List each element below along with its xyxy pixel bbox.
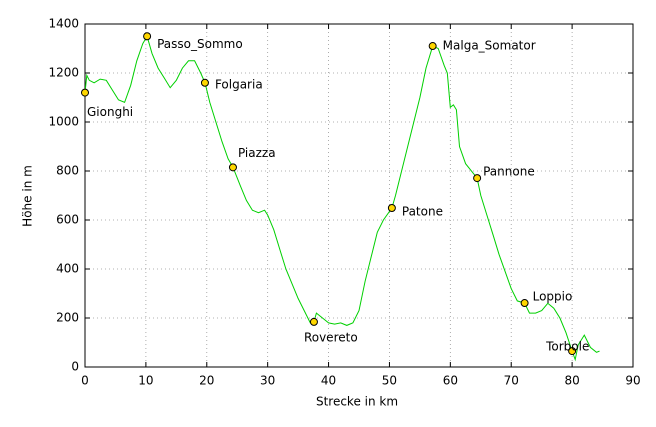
waypoint [568,347,577,356]
y-axis-label: Höhe in m [21,165,35,227]
x-tick-label: 30 [260,374,275,388]
waypoint [473,174,482,183]
waypoint-label: Malga_Somator [443,39,536,53]
x-axis-label: Strecke in km [316,395,398,409]
waypoint [428,42,437,51]
waypoint-label: Patone [402,204,443,218]
waypoint [81,88,89,97]
y-tick-label: 800 [56,164,79,178]
waypoint-label: Gionghi [87,105,133,119]
x-tick-label: 70 [504,374,519,388]
x-tick-label: 0 [81,374,89,388]
waypoint-label: Folgaria [215,77,263,91]
waypoint-label: Torbole [545,340,589,354]
waypoint [143,32,152,41]
y-tick-label: 1200 [48,66,79,80]
waypoint [520,299,529,308]
x-tick-label: 90 [625,374,640,388]
waypoint [228,163,237,172]
plot-frame [84,23,634,368]
x-tick-label: 60 [443,374,458,388]
waypoint [200,78,209,87]
waypoint-label: Pannone [483,165,535,179]
waypoint-label: Passo_Sommo [157,37,243,51]
waypoint-label: Loppio [533,290,573,304]
elevation-line [84,35,600,362]
y-tick-label: 400 [56,262,79,276]
waypoint [387,203,396,212]
x-tick-label: 20 [199,374,214,388]
y-tick-label: 600 [56,213,79,227]
y-tick-label: 0 [71,360,79,374]
y-tick-label: 200 [56,311,79,325]
waypoint [309,317,318,326]
x-tick-label: 10 [138,374,153,388]
waypoint-label: Piazza [238,146,276,160]
x-tick-label: 50 [382,374,397,388]
x-tick-label: 80 [564,374,579,388]
y-tick-label: 1000 [48,115,79,129]
y-tick-label: 1400 [48,17,79,31]
waypoint-label: Rovereto [304,330,358,344]
x-tick-label: 40 [321,374,336,388]
